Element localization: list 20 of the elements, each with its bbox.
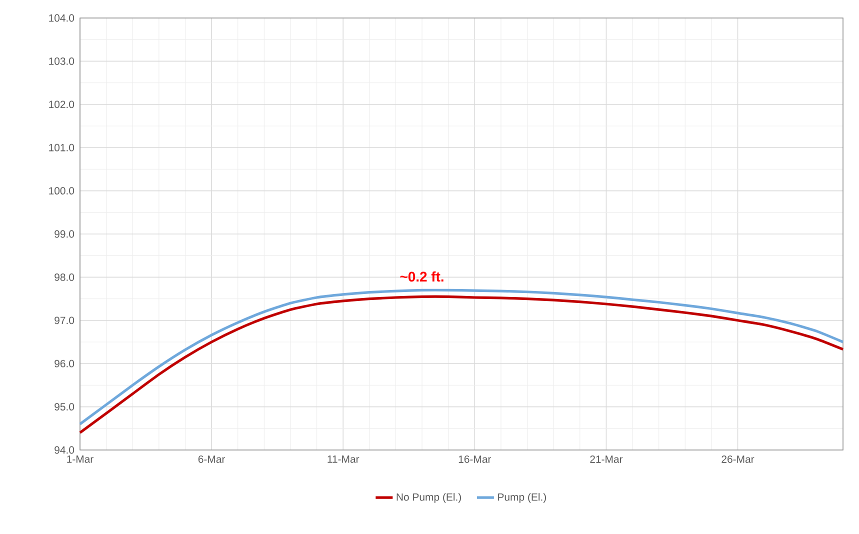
legend-label: Pump (El.) bbox=[498, 493, 546, 503]
legend-label: No Pump (El.) bbox=[396, 493, 461, 503]
annotation: ~0.2 ft. bbox=[400, 271, 444, 282]
y-tick-label: 100.0 bbox=[49, 187, 74, 195]
y-tick-label: 104.0 bbox=[49, 14, 74, 22]
x-tick-label: 26-Mar bbox=[722, 456, 754, 463]
y-tick-label: 97.0 bbox=[54, 316, 74, 324]
y-tick-label: 98.0 bbox=[54, 274, 74, 281]
y-tick-label: 102.0 bbox=[49, 100, 74, 108]
x-tick-label: 21-Mar bbox=[590, 456, 623, 463]
x-tick-label: 6-Mar bbox=[198, 456, 226, 463]
y-tick-label: 103.0 bbox=[49, 58, 74, 65]
y-tick-label: 95.0 bbox=[54, 403, 74, 411]
y-tick-label: 96.0 bbox=[54, 360, 74, 368]
x-tick-label: 1-Mar bbox=[67, 456, 94, 463]
y-tick-label: 101.0 bbox=[49, 144, 74, 152]
y-tick-label: 94.0 bbox=[54, 446, 74, 454]
x-tick-label: 11-Mar bbox=[328, 456, 360, 463]
y-tick-label: 99.0 bbox=[54, 230, 74, 238]
x-tick-label: 16-Mar bbox=[458, 456, 492, 463]
